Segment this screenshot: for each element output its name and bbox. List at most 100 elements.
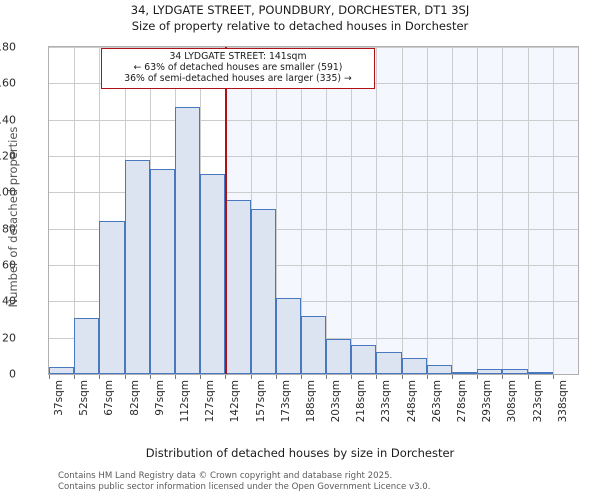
gridline-h bbox=[49, 192, 578, 194]
histogram-bar bbox=[376, 352, 402, 374]
x-tick-mark bbox=[99, 375, 101, 379]
histogram-bar bbox=[326, 339, 352, 374]
x-tick-label: 112sqm bbox=[178, 380, 191, 423]
x-tick-label: 142sqm bbox=[229, 380, 242, 423]
x-tick-label: 218sqm bbox=[355, 380, 368, 423]
histogram-bar bbox=[49, 366, 75, 374]
gridline-v bbox=[427, 47, 428, 374]
histogram-bar bbox=[225, 199, 251, 374]
histogram-bar bbox=[300, 315, 327, 374]
x-tick-label: 188sqm bbox=[304, 380, 317, 423]
footer-line-2: Contains public sector information licen… bbox=[58, 481, 431, 492]
histogram-bar bbox=[174, 106, 201, 374]
histogram-bar bbox=[275, 297, 301, 374]
x-tick-mark bbox=[124, 375, 126, 379]
gridline-h bbox=[49, 301, 578, 303]
x-tick-label: 67sqm bbox=[103, 380, 116, 416]
property-annotation-box: 34 LYDGATE STREET: 141sqm ← 63% of detac… bbox=[101, 48, 375, 89]
annotation-line-2: ← 63% of detached houses are smaller (59… bbox=[133, 62, 343, 74]
x-tick-label: 173sqm bbox=[279, 380, 292, 423]
gridline-h bbox=[49, 156, 578, 157]
gridline-v bbox=[276, 47, 277, 374]
x-tick-mark bbox=[225, 375, 227, 379]
histogram-bar bbox=[124, 159, 150, 374]
histogram-bar bbox=[99, 221, 125, 374]
x-tick-label: 52sqm bbox=[78, 380, 91, 416]
y-axis-label: Number of detached properties bbox=[6, 126, 20, 308]
gridline-v bbox=[301, 47, 302, 374]
annotation-line-3: 36% of semi-detached houses are larger (… bbox=[124, 73, 352, 85]
x-tick-mark bbox=[527, 375, 529, 379]
histogram-bar bbox=[200, 174, 226, 374]
x-tick-label: 97sqm bbox=[153, 380, 166, 416]
x-tick-mark bbox=[351, 375, 353, 379]
footer-line-1: Contains HM Land Registry data © Crown c… bbox=[58, 471, 393, 481]
gridline-v bbox=[326, 47, 327, 374]
histogram-bars bbox=[49, 47, 578, 374]
gridline-h bbox=[49, 265, 578, 266]
x-tick-label: 203sqm bbox=[330, 380, 343, 423]
gridline-v bbox=[553, 47, 554, 374]
gridline-v bbox=[99, 47, 100, 374]
x-tick-mark bbox=[275, 375, 277, 379]
gridline-v bbox=[351, 47, 352, 374]
x-tick-mark bbox=[452, 375, 454, 379]
y-tick-label: 0 bbox=[9, 367, 16, 381]
gridline-v bbox=[528, 47, 529, 374]
x-tick-label: 263sqm bbox=[430, 380, 443, 423]
x-tick-mark bbox=[326, 375, 328, 379]
x-tick-label: 248sqm bbox=[405, 380, 418, 423]
attribution-footer: Contains HM Land Registry data © Crown c… bbox=[58, 471, 598, 492]
x-tick-label: 157sqm bbox=[254, 380, 267, 423]
x-tick-mark bbox=[477, 375, 479, 379]
page-title: 34, LYDGATE STREET, POUNDBURY, DORCHESTE… bbox=[130, 3, 470, 17]
x-tick-mark bbox=[552, 375, 554, 379]
histogram-bar bbox=[149, 168, 175, 374]
x-tick-label: 37sqm bbox=[53, 380, 65, 416]
histogram-bar bbox=[477, 368, 503, 374]
histogram-bar bbox=[401, 357, 427, 374]
x-tick-label: 293sqm bbox=[481, 380, 494, 423]
gridline-v bbox=[452, 47, 453, 374]
histogram-bar bbox=[426, 364, 453, 374]
gridline-v bbox=[477, 47, 478, 374]
x-tick-label: 278sqm bbox=[456, 380, 469, 423]
x-tick-label: 82sqm bbox=[128, 380, 141, 416]
x-tick-mark bbox=[401, 375, 403, 379]
gridline-h bbox=[49, 47, 578, 48]
annotation-line-1: 34 LYDGATE STREET: 141sqm bbox=[169, 51, 307, 62]
property-size-marker-line bbox=[225, 47, 227, 374]
x-tick-mark bbox=[200, 375, 202, 379]
histogram-bar bbox=[502, 368, 528, 374]
x-tick-mark bbox=[250, 375, 252, 379]
x-tick-mark bbox=[74, 375, 76, 379]
gridline-v bbox=[376, 47, 377, 374]
gridline-h bbox=[49, 119, 578, 121]
histogram-bar bbox=[351, 344, 377, 374]
histogram-bar bbox=[527, 372, 553, 374]
histogram-bar bbox=[74, 317, 100, 374]
chart-title-block: 34, LYDGATE STREET, POUNDBURY, DORCHESTE… bbox=[0, 2, 600, 34]
gridline-h bbox=[49, 228, 578, 230]
x-tick-mark bbox=[49, 375, 50, 379]
histogram-bar bbox=[452, 372, 478, 374]
histogram-bar bbox=[250, 208, 276, 374]
x-tick-mark bbox=[426, 375, 428, 379]
x-tick-mark bbox=[149, 375, 151, 379]
x-tick-mark bbox=[174, 375, 176, 379]
x-tick-label: 338sqm bbox=[556, 380, 569, 423]
y-tick-label: 180 bbox=[0, 40, 16, 54]
x-tick-label: 127sqm bbox=[204, 380, 217, 423]
chart-subtitle: Size of property relative to detached ho… bbox=[131, 19, 469, 33]
plot-area bbox=[48, 46, 579, 375]
x-tick-mark bbox=[300, 375, 302, 379]
x-axis-label: Distribution of detached houses by size … bbox=[145, 446, 455, 460]
x-tick-label: 233sqm bbox=[380, 380, 393, 423]
gridline-v bbox=[402, 47, 403, 374]
x-tick-label: 323sqm bbox=[531, 380, 544, 423]
x-tick-mark bbox=[502, 375, 504, 379]
gridline-v bbox=[74, 47, 75, 374]
gridline-v bbox=[502, 47, 503, 374]
x-tick-mark bbox=[376, 375, 378, 379]
